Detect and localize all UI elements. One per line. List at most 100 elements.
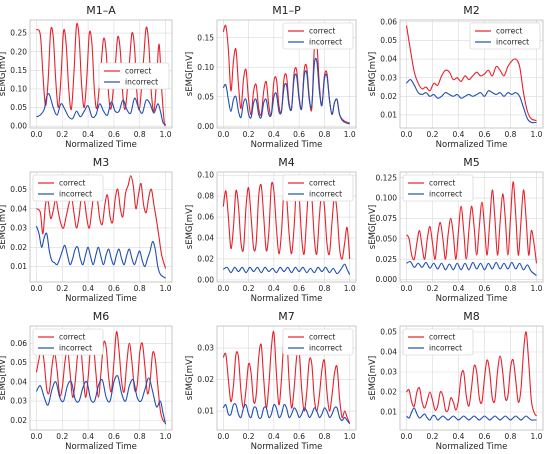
y-tick-label: 0.04 <box>380 348 397 357</box>
x-tick-label: 0.4 <box>82 284 94 293</box>
x-tick-label: 0.0 <box>30 284 42 293</box>
x-tick-label: 0.0 <box>401 432 413 441</box>
x-tick-label: 1.0 <box>344 284 356 293</box>
legend: correct incorrect <box>282 174 354 202</box>
plot-area <box>216 171 357 283</box>
subplot-title: M6 <box>93 310 110 323</box>
x-tick-label: 1.0 <box>344 130 356 139</box>
x-tick-label: 0.8 <box>134 130 146 139</box>
x-tick-label: 1.0 <box>344 432 356 441</box>
plot-area <box>29 325 173 431</box>
y-tick-label: 0.025 <box>376 255 398 264</box>
subplot-m7: 0.0 0.2 0.4 0.6 0.8 1.0 0.01 0.02 0.03 M7 Normaliz… <box>185 310 357 452</box>
y-tick-label: 0.01 <box>380 111 397 120</box>
x-tick-label: 0.8 <box>134 432 146 441</box>
legend-label-incorrect: incorrect <box>59 344 92 353</box>
x-tick-label: 0.2 <box>427 284 439 293</box>
x-tick-label: 0.4 <box>453 432 465 441</box>
legend: correct incorrect <box>282 22 354 50</box>
y-tick-label: 0.125 <box>376 173 398 182</box>
x-tick-label: 0.4 <box>453 130 465 139</box>
x-tick-label: 0.6 <box>293 432 305 441</box>
y-tick-label: 0.00 <box>10 122 27 131</box>
legend-label-correct: correct <box>309 179 335 188</box>
x-tick-label: 0.4 <box>268 284 280 293</box>
subplot-title: M1–A <box>86 4 116 17</box>
series-line-correct <box>406 331 537 417</box>
y-tick-label: 0.05 <box>10 185 27 194</box>
x-tick-label: 1.0 <box>531 130 543 139</box>
x-tick-label: 0.6 <box>479 284 491 293</box>
y-tick-label: 0.05 <box>197 92 214 101</box>
series-line-incorrect <box>36 93 166 126</box>
x-tick-label: 0.0 <box>217 130 229 139</box>
x-tick-label: 0.2 <box>243 284 255 293</box>
plot-area <box>29 19 173 129</box>
x-tick-label: 0.2 <box>56 130 68 139</box>
y-tick-label: 0.000 <box>376 275 398 284</box>
x-tick-label: 0.8 <box>318 284 330 293</box>
legend: correct incorrect <box>402 328 474 356</box>
series-line-incorrect <box>35 225 166 279</box>
plot-area <box>399 171 544 283</box>
x-tick-label: 0.6 <box>479 432 491 441</box>
x-tick-label: 0.6 <box>108 432 120 441</box>
subplot-m4: 0.0 0.2 0.4 0.6 0.8 1.0 0.00 0.02 0.04 0.06 0.08 0.… <box>185 156 357 304</box>
y-tick-label: 0.050 <box>376 234 398 243</box>
y-tick-label: 0.10 <box>197 171 214 180</box>
subplot-m8: 0.0 0.2 0.4 0.6 0.8 1.0 0.01 0.02 0.03 0.04 0.05 M8… <box>368 310 544 452</box>
series-line-correct <box>222 24 350 124</box>
legend-label-correct: correct <box>496 27 522 36</box>
legend: correct incorrect <box>98 62 170 90</box>
x-tick-label: 0.4 <box>82 432 94 441</box>
x-axis-label: Normalized Time <box>436 442 508 452</box>
x-tick-label: 0.4 <box>268 130 280 139</box>
subplot-m6: 0.0 0.2 0.4 0.6 0.8 1.0 0.02 0.03 0.04 0.05 0.06 M6… <box>0 310 173 452</box>
y-tick-label: 0.04 <box>197 234 214 243</box>
x-tick-label: 0.4 <box>268 432 280 441</box>
x-tick-label: 0.4 <box>82 130 94 139</box>
y-axis-label: sEMG[mV] <box>368 52 378 96</box>
subplot-m1-a: 0.0 0.2 0.4 0.6 0.8 1.0 0.00 0.05 0.10 0.15 0.20 0.… <box>0 4 173 150</box>
y-tick-label: 0.02 <box>197 255 214 264</box>
x-tick-label: 0.8 <box>318 130 330 139</box>
y-tick-label: 0.25 <box>10 29 27 38</box>
y-tick-label: 0.08 <box>197 192 214 201</box>
series-line-correct <box>406 181 538 264</box>
y-tick-label: 0.10 <box>10 84 27 93</box>
y-tick-label: 0.05 <box>380 36 397 45</box>
y-tick-label: 0.06 <box>197 213 214 222</box>
x-tick-label: 0.6 <box>479 130 491 139</box>
subplot-m1-p: 0.0 0.2 0.4 0.6 0.8 1.0 0.00 0.05 0.10 0.15 M1–P No… <box>185 4 357 150</box>
x-tick-label: 0.0 <box>217 284 229 293</box>
y-tick-label: 0.03 <box>380 73 397 82</box>
y-axis-label: sEMG[mV] <box>368 356 378 400</box>
series-line-incorrect <box>406 79 537 124</box>
plot-area <box>216 325 357 431</box>
y-tick-label: 0.20 <box>10 47 27 56</box>
x-tick-label: 0.2 <box>56 432 68 441</box>
legend-label-incorrect: incorrect <box>309 38 342 47</box>
x-tick-label: 0.0 <box>30 432 42 441</box>
series-line-incorrect <box>222 403 351 425</box>
x-axis-label: Normalized Time <box>251 442 323 452</box>
subplot-title: M5 <box>463 156 480 169</box>
series-line-correct <box>36 175 167 269</box>
y-tick-label: 0.04 <box>380 55 397 64</box>
x-tick-label: 0.2 <box>243 432 255 441</box>
plot-area <box>399 325 544 431</box>
subplot-m5: 0.0 0.2 0.4 0.6 0.8 1.0 0.000 0.025 0.050 0.075 0.… <box>368 156 544 304</box>
legend: correct incorrect <box>32 174 104 202</box>
legend-label-correct: correct <box>309 333 335 342</box>
x-tick-label: 1.0 <box>160 130 172 139</box>
x-tick-label: 0.4 <box>453 284 465 293</box>
y-tick-label: 0.100 <box>376 194 398 203</box>
subplot-title: M3 <box>93 156 110 169</box>
x-tick-label: 1.0 <box>160 284 172 293</box>
y-tick-label: 0.15 <box>197 33 214 42</box>
y-tick-label: 0.15 <box>10 66 27 75</box>
x-tick-label: 0.6 <box>108 130 120 139</box>
y-tick-label: 0.00 <box>197 122 214 131</box>
legend: correct incorrect <box>469 22 541 50</box>
